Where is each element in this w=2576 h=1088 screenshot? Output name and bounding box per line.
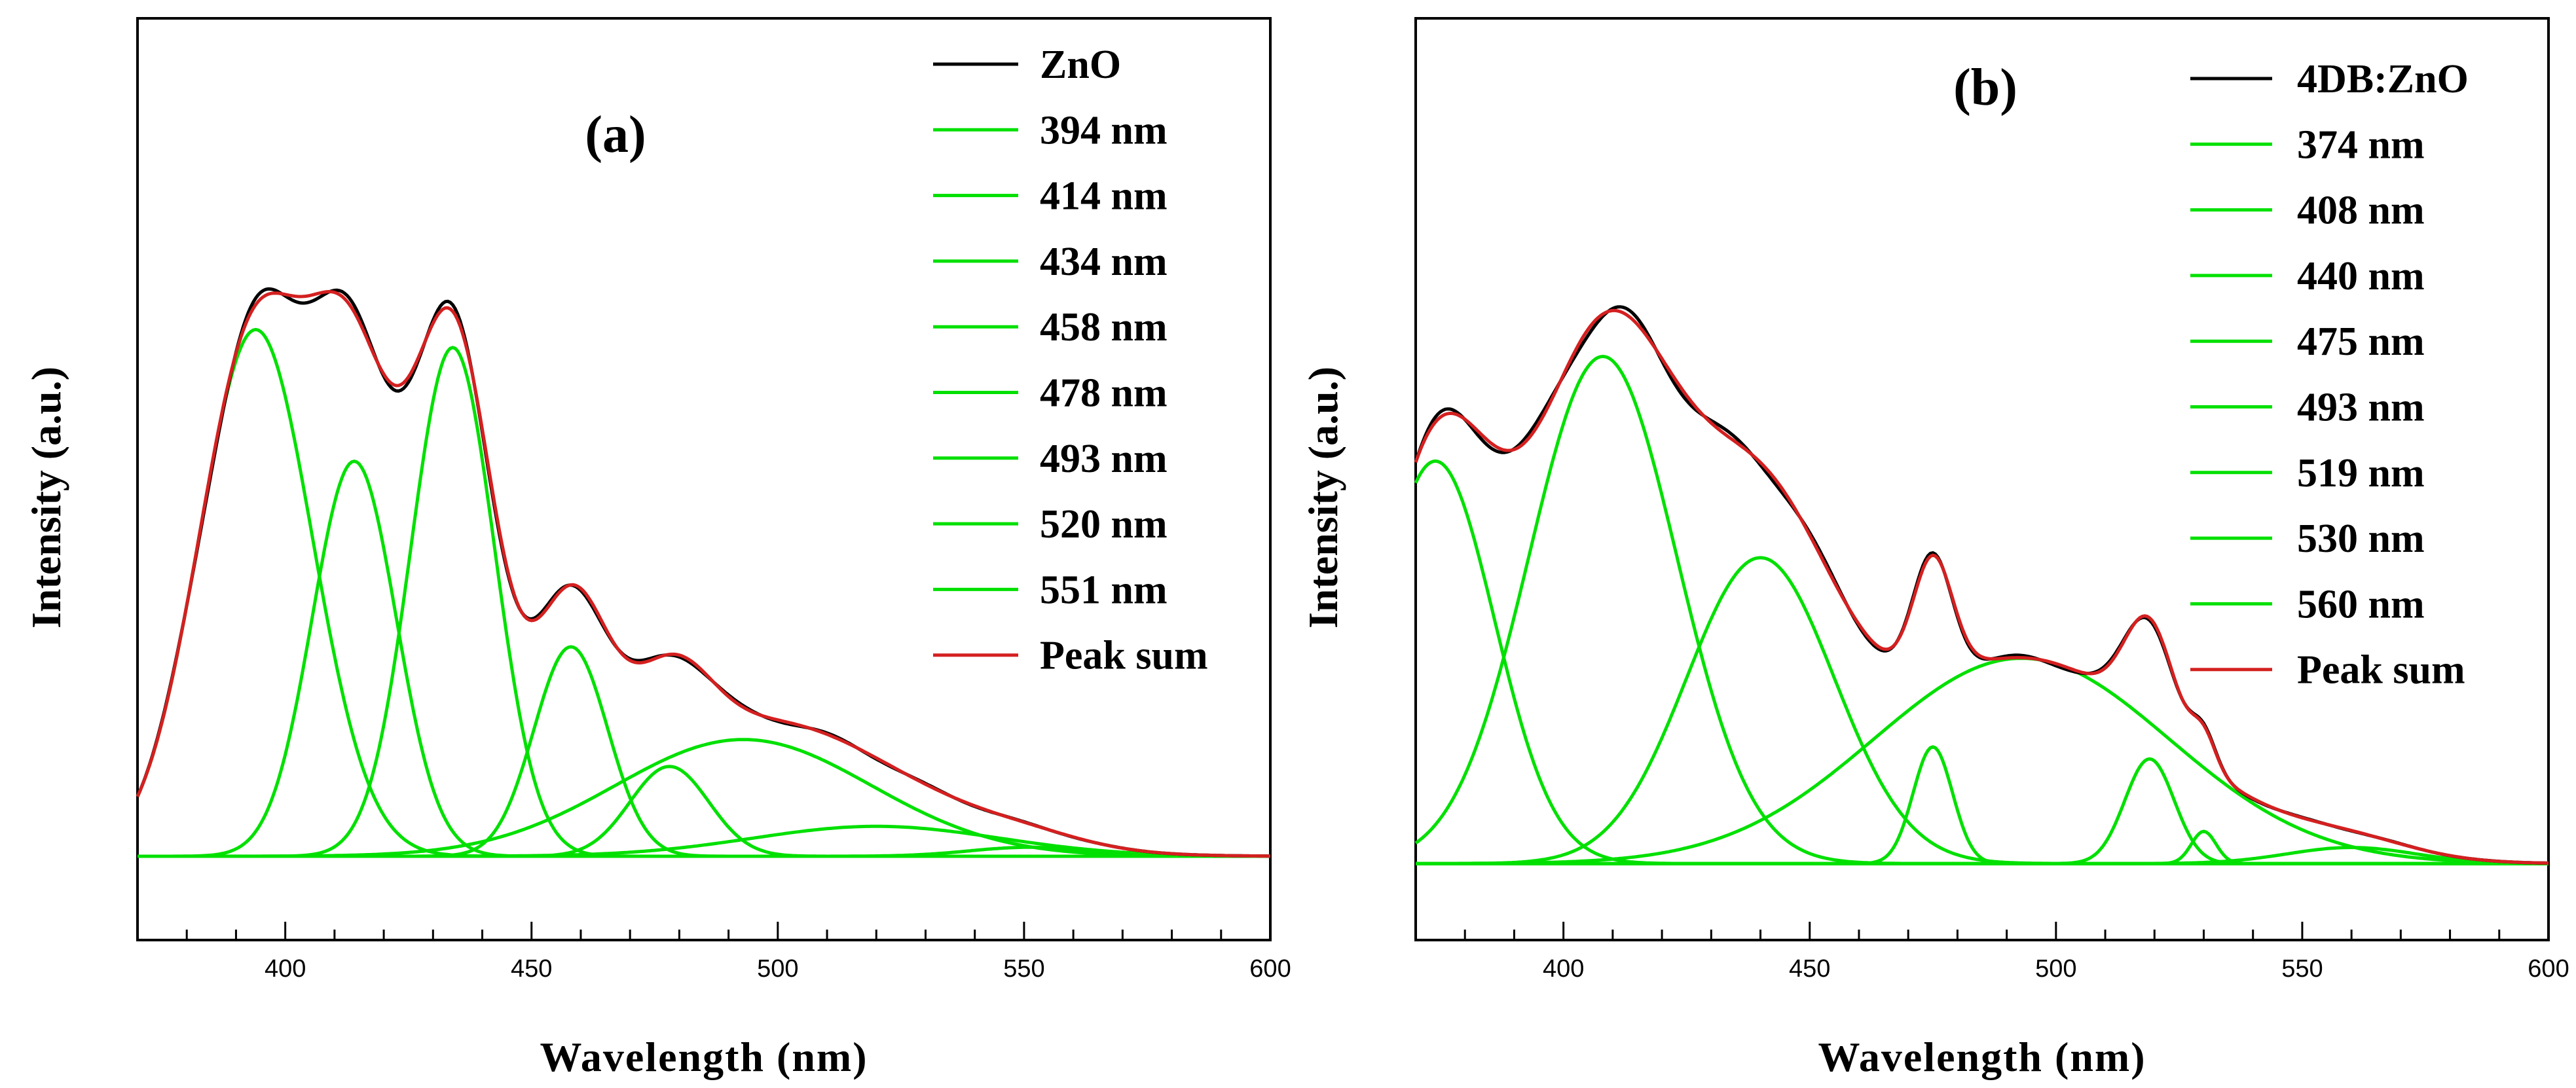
x-axis-ticks: 400 450 500 550 600 [1463, 922, 2569, 983]
legend-label: 4DB:ZnO [2297, 57, 2469, 101]
legend-label: 475 nm [2297, 319, 2425, 364]
legend-label: 493 nm [2297, 386, 2425, 430]
legend-label: 520 nm [1040, 502, 1168, 547]
peak-curve-551nm [138, 845, 1270, 858]
x-tick-label: 600 [2528, 955, 2569, 983]
x-axis-title: Wavelength (nm) [540, 1034, 868, 1080]
x-tick-label: 450 [1789, 955, 1830, 983]
peak-sum-curve [1414, 308, 2548, 865]
x-tick-label: 550 [1003, 955, 1044, 983]
legend-label: 414 nm [1040, 174, 1168, 219]
legend-label: 434 nm [1040, 240, 1168, 284]
legend-label: 551 nm [1040, 568, 1168, 612]
x-tick-label: 400 [1543, 955, 1584, 983]
legend-label: 458 nm [1040, 305, 1168, 350]
x-tick-label: 500 [757, 955, 798, 983]
x-tick-label: 450 [511, 955, 552, 983]
x-tick-label: 600 [1249, 955, 1291, 983]
legend-label: Peak sum [1040, 634, 1208, 678]
y-axis-title: Intensity (a.u.) [1300, 367, 1346, 628]
chart-panel-b: 400 450 500 550 600 (b) Wavelength (nm) Inte… [1300, 17, 2569, 1080]
legend-label: Peak sum [2297, 648, 2465, 693]
legend-label: 478 nm [1040, 371, 1168, 416]
legend-label: 408 nm [2297, 189, 2425, 233]
peak-curve-560nm [1416, 846, 2549, 865]
x-tick-label: 500 [2035, 955, 2076, 983]
x-axis-title: Wavelength (nm) [1818, 1034, 2146, 1080]
legend-label: 394 nm [1040, 108, 1168, 153]
legend-label: 560 nm [2297, 582, 2425, 626]
legend-label: 374 nm [2297, 122, 2425, 167]
plot-area [136, 287, 1270, 858]
legend-label: ZnO [1040, 43, 1121, 87]
panel-label: (a) [585, 106, 646, 164]
x-tick-label: 550 [2281, 955, 2323, 983]
legend-label: 530 nm [2297, 517, 2425, 561]
peak-sum-curve [136, 289, 1270, 858]
x-tick-label: 400 [265, 955, 306, 983]
legend: ZnO 394 nm 414 nm 434 nm 458 nm 478 nm 493 nm 5… [933, 43, 1208, 678]
x-axis-ticks: 400 450 500 550 600 [185, 922, 1291, 983]
plot-area [1414, 305, 2549, 865]
legend-label: 493 nm [1040, 437, 1168, 481]
y-axis-title: Intensity (a.u.) [23, 367, 69, 628]
legend-label: 440 nm [2297, 254, 2425, 299]
plot-frame [136, 17, 1272, 941]
panel-label: (b) [1953, 59, 2017, 117]
chart-panel-a: 400 450 500 550 600 (a) Wavelength (nm) Inte… [23, 17, 1291, 1080]
legend: 4DB:ZnO 374 nm 408 nm 440 nm 475 nm 493 nm 519… [2190, 57, 2469, 693]
legend-label: 519 nm [2297, 451, 2425, 496]
